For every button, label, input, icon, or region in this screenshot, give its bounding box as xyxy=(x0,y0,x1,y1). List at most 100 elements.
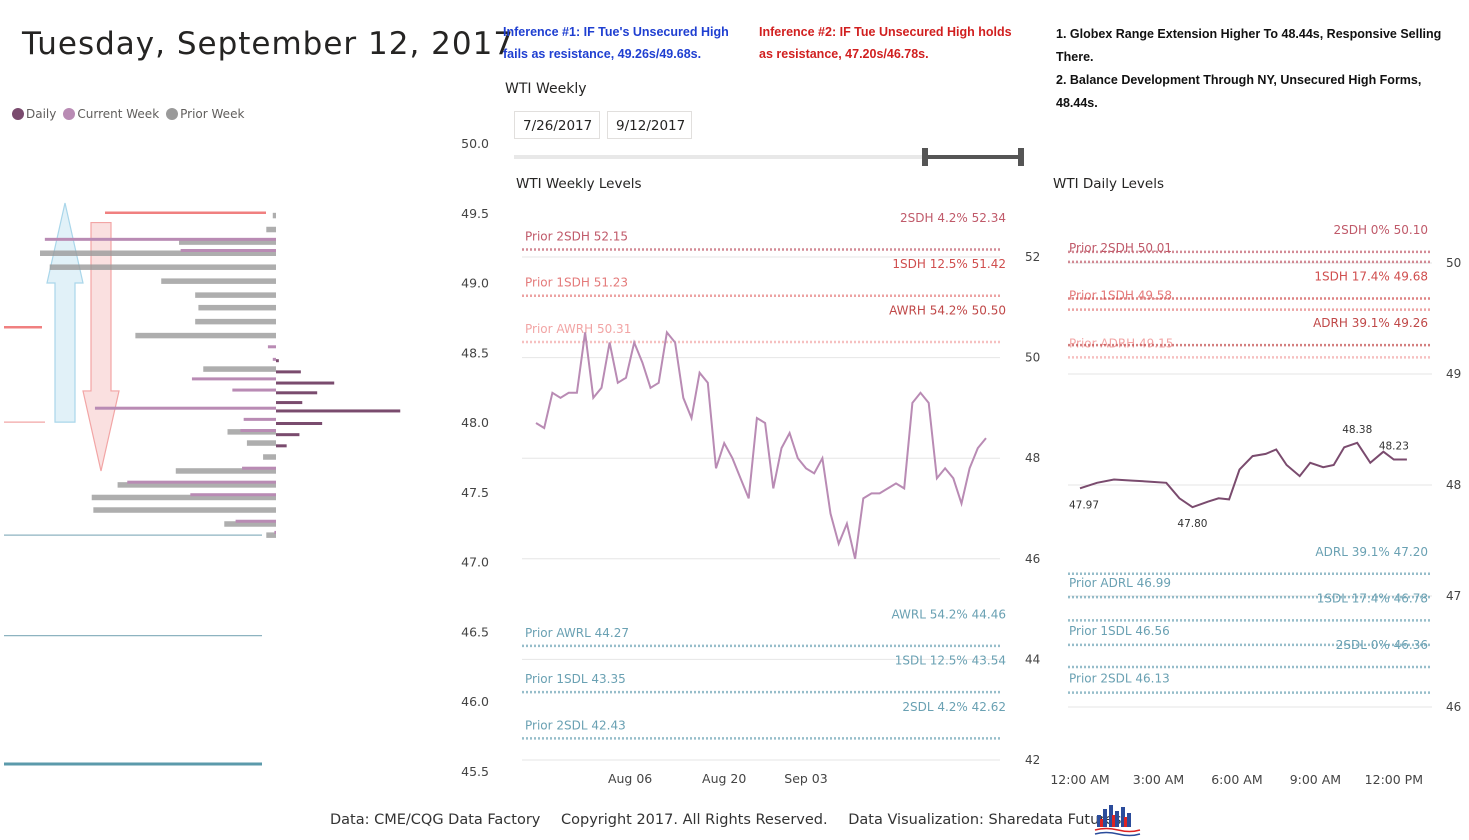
legend-item-current-week[interactable]: Current Week xyxy=(63,107,159,121)
weekly-level-label: AWRH 54.2% 50.50 xyxy=(889,303,1006,317)
weekly-level-label: 2SDH 4.2% 52.34 xyxy=(900,211,1006,225)
weekly-x-tick-label: Aug 20 xyxy=(702,771,746,786)
daily-level-label-prior: Prior 2SDL 46.13 xyxy=(1069,672,1170,686)
weekly-level-label-prior: Prior 2SDH 52.15 xyxy=(525,229,628,243)
profile-y-tick-label: 49.0 xyxy=(461,276,489,291)
profile-bar-current-week xyxy=(94,406,277,410)
daily-x-tick-label: 3:00 AM xyxy=(1133,772,1184,787)
profile-bar-current-week xyxy=(235,519,276,523)
weekly-y-tick-label: 44 xyxy=(1025,652,1040,666)
date-slider-start-handle[interactable] xyxy=(922,148,928,166)
legend-item-daily[interactable]: Daily xyxy=(12,107,56,121)
daily-x-tick-label: 12:00 AM xyxy=(1050,772,1109,787)
weekly-y-tick-label: 48 xyxy=(1025,451,1040,465)
date-slider-track[interactable] xyxy=(514,155,1022,159)
legend-label-current-week: Current Week xyxy=(77,107,160,121)
profile-bar-daily xyxy=(276,433,300,437)
profile-up-arrow xyxy=(46,202,84,423)
profile-bar-prior-week xyxy=(93,507,276,513)
profile-bar-current-week xyxy=(240,429,276,433)
daily-level-label-prior: Prior 1SDH 49.58 xyxy=(1069,289,1172,303)
weekly-y-tick-label: 50 xyxy=(1025,351,1040,365)
profile-bar-current-week xyxy=(44,237,276,241)
profile-bar-prior-week xyxy=(198,304,276,311)
weekly-level-label: 1SDH 12.5% 51.42 xyxy=(892,257,1006,271)
weekly-level-label: 1SDL 12.5% 43.54 xyxy=(895,654,1006,668)
session-notes: 1. Globex Range Extension Higher To 48.4… xyxy=(1056,23,1466,115)
profile-bar-prior-week xyxy=(91,494,276,501)
profile-bar-prior-week xyxy=(49,264,276,270)
slicer-end-date-input[interactable]: 9/12/2017 xyxy=(607,111,692,139)
profile-y-tick-label: 46.0 xyxy=(461,694,489,709)
sharedata-logo-icon xyxy=(1094,805,1141,837)
profile-bar-current-week xyxy=(272,357,276,361)
daily-chart-title: WTI Daily Levels xyxy=(1053,176,1164,192)
profile-y-tick-label: 48.5 xyxy=(461,345,489,360)
profile-bar-prior-week xyxy=(40,250,276,256)
daily-level-label-prior: Prior 2SDH 50.01 xyxy=(1069,241,1172,255)
profile-bar-prior-week xyxy=(266,226,276,233)
daily-point-label: 48.38 xyxy=(1342,424,1372,436)
profile-bar-daily xyxy=(276,444,287,448)
profile-bar-current-week xyxy=(242,466,276,470)
profile-bar-daily xyxy=(276,359,279,363)
profile-chart: 45.5 46.0 46.5 47.0 47.5 48.0 48.5 49.0 49.5 50.0 xyxy=(4,136,489,779)
daily-point-label: 47.97 xyxy=(1069,499,1099,511)
profile-y-tick-label: 47.0 xyxy=(461,555,489,570)
footer-data-source: Data: CME/CQG Data Factory xyxy=(330,812,541,828)
profile-bar-current-week xyxy=(191,377,276,381)
profile-y-tick-label: 48.0 xyxy=(461,415,489,430)
profile-bar-prior-week xyxy=(175,468,276,474)
slicer-start-date-input[interactable]: 7/26/2017 xyxy=(514,111,600,139)
daily-x-tick-label: 12:00 PM xyxy=(1365,772,1423,787)
profile-bar-prior-week xyxy=(117,482,276,488)
profile-bar-prior-week xyxy=(179,239,276,245)
page-title: Tuesday, September 12, 2017 xyxy=(22,26,515,62)
chart-legend: Daily Current Week Prior Week xyxy=(12,107,244,121)
daily-level-label: ADRL 39.1% 47.20 xyxy=(1315,545,1428,559)
daily-level-label: 2SDL 0% 46.36 xyxy=(1336,638,1428,652)
daily-point-label: 47.80 xyxy=(1177,518,1207,530)
daily-level-label-prior: Prior ADRL 46.99 xyxy=(1069,576,1171,590)
session-note-1: 1. Globex Range Extension Higher To 48.4… xyxy=(1056,27,1442,64)
profile-bar-current-week xyxy=(127,480,276,484)
profile-bar-prior-week xyxy=(195,318,276,325)
inference-2-note: Inference #2: IF Tue Unsecured High hold… xyxy=(759,25,1012,61)
profile-y-tick-label: 47.5 xyxy=(461,485,489,500)
daily-y-tick-label: 50 xyxy=(1446,256,1461,270)
weekly-y-tick-label: 42 xyxy=(1025,753,1040,767)
profile-bar-prior-week xyxy=(135,332,276,339)
weekly-level-label-prior: Prior AWRL 44.27 xyxy=(525,626,629,640)
profile-bar-current-week xyxy=(243,417,276,421)
legend-item-prior-week[interactable]: Prior Week xyxy=(166,107,244,121)
profile-bar-prior-week xyxy=(161,278,276,284)
profile-bar-prior-week xyxy=(195,292,276,298)
profile-bar-current-week xyxy=(190,493,276,497)
profile-y-tick-label: 50.0 xyxy=(461,136,489,151)
legend-swatch-current-week xyxy=(63,108,76,120)
profile-bar-prior-week xyxy=(203,366,276,372)
legend-swatch-prior-week xyxy=(166,108,179,120)
profile-bar-daily xyxy=(276,391,318,395)
daily-levels-chart: 46 47 48 49 50 Prior 2SDH 50.01 2SDH 0% 50.10 P… xyxy=(1050,223,1461,787)
profile-bar-daily xyxy=(276,370,301,374)
profile-bar-daily xyxy=(276,409,401,413)
profile-bar-daily xyxy=(276,381,335,385)
inference-1-note: Inference #1: IF Tue's Unsecured High fa… xyxy=(503,25,729,61)
date-slider-end-handle[interactable] xyxy=(1018,148,1024,166)
daily-x-tick-label: 9:00 AM xyxy=(1290,772,1341,787)
daily-level-label-prior: Prior 1SDL 46.56 xyxy=(1069,624,1170,638)
profile-bar-daily xyxy=(276,422,323,426)
weekly-x-tick-label: Aug 06 xyxy=(608,771,652,786)
footer-copyright: Copyright 2017. All Rights Reserved. xyxy=(561,812,828,828)
profile-down-arrow xyxy=(82,221,120,472)
session-note-2: 2. Balance Development Through NY, Unsec… xyxy=(1056,73,1422,110)
weekly-level-label-prior: Prior 1SDH 51.23 xyxy=(525,276,628,290)
profile-y-tick-label: 49.5 xyxy=(461,206,489,221)
profile-bar-prior-week xyxy=(224,521,276,527)
weekly-y-tick-label: 52 xyxy=(1025,250,1040,264)
daily-level-label-prior: Prior ADRH 49.15 xyxy=(1069,336,1173,350)
weekly-levels-chart: 42 44 46 48 50 52 Prior 2SDH 52.15 2SDH 4.2% 52… xyxy=(522,211,1040,786)
slicer-title: WTI Weekly xyxy=(505,81,587,97)
